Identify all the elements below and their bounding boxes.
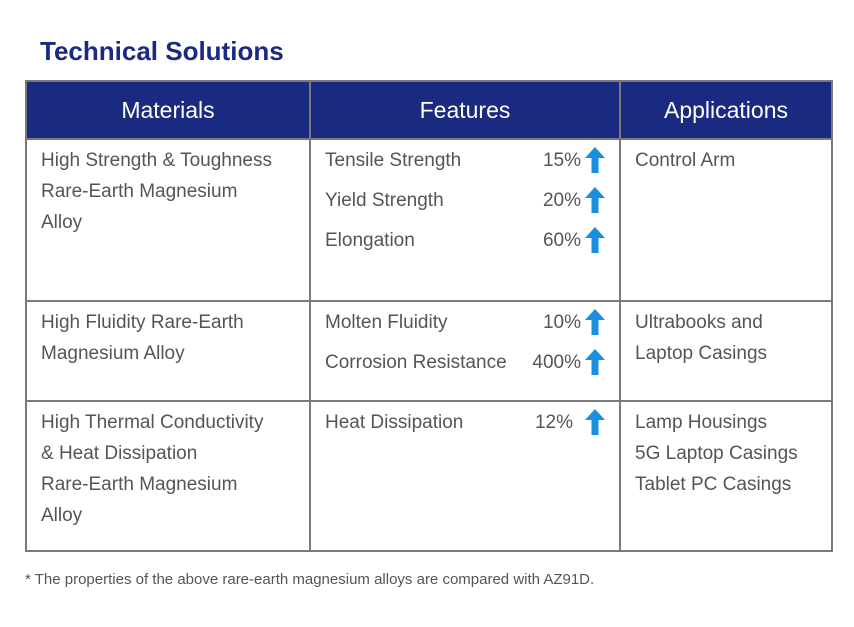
feature-value: 400% xyxy=(532,351,581,373)
technical-solutions-table: Materials Features Applications High Str… xyxy=(25,80,833,552)
arrow-up-icon xyxy=(581,307,609,337)
feature-item: Molten Fluidity 10% xyxy=(325,302,609,342)
table-row: High Thermal Conductivity & Heat Dissipa… xyxy=(25,400,833,552)
applications-cell: Control Arm xyxy=(619,138,833,302)
feature-value: 12% xyxy=(534,411,573,433)
application-line: Tablet PC Casings xyxy=(635,474,792,495)
feature-value: 20% xyxy=(542,189,581,211)
material-line: & Heat Dissipation xyxy=(41,443,198,464)
feature-name: Heat Dissipation xyxy=(325,411,464,433)
application-line: Control Arm xyxy=(635,150,736,171)
applications-cell: Ultrabooks and Laptop Casings xyxy=(619,300,833,402)
material-line: High Strength & Toughness xyxy=(41,150,272,171)
feature-item: Elongation 60% xyxy=(325,220,609,260)
arrow-up-icon xyxy=(581,225,609,255)
features-cell: Molten Fluidity 10% Corrosion Resistance… xyxy=(309,300,621,402)
table-row: High Fluidity Rare-Earth Magnesium Alloy… xyxy=(25,300,833,402)
applications-cell: Lamp Housings 5G Laptop Casings Tablet P… xyxy=(619,400,833,552)
arrow-up-icon xyxy=(581,347,609,377)
table-row: High Strength & Toughness Rare-Earth Mag… xyxy=(25,138,833,302)
application-line: 5G Laptop Casings xyxy=(635,443,798,464)
feature-value: 10% xyxy=(542,311,581,333)
feature-item: Heat Dissipation 12% xyxy=(325,402,609,442)
arrow-up-icon xyxy=(581,185,609,215)
material-line: Rare-Earth Magnesium xyxy=(41,181,238,202)
feature-item: Corrosion Resistance 400% xyxy=(325,342,609,382)
material-line: Alloy xyxy=(41,505,83,526)
application-line: Lamp Housings xyxy=(635,412,768,433)
feature-value: 60% xyxy=(542,229,581,251)
material-cell: High Strength & Toughness Rare-Earth Mag… xyxy=(25,138,311,302)
feature-name: Molten Fluidity xyxy=(325,311,448,333)
features-cell: Heat Dissipation 12% xyxy=(309,400,621,552)
material-line: Alloy xyxy=(41,212,83,233)
table-header-row: Materials Features Applications xyxy=(25,80,833,140)
application-line: Laptop Casings xyxy=(635,343,768,364)
material-line: Rare-Earth Magnesium xyxy=(41,474,238,495)
material-line: High Thermal Conductivity xyxy=(41,412,264,433)
feature-name: Corrosion Resistance xyxy=(325,351,507,373)
application-line: Ultrabooks and xyxy=(635,312,763,333)
features-cell: Tensile Strength 15% Yield Strength 20% … xyxy=(309,138,621,302)
arrow-up-icon xyxy=(581,407,609,437)
page-title: Technical Solutions xyxy=(40,36,284,66)
feature-name: Tensile Strength xyxy=(325,149,462,171)
material-cell: High Thermal Conductivity & Heat Dissipa… xyxy=(25,400,311,552)
feature-name: Elongation xyxy=(325,229,415,251)
footnote: * The properties of the above rare-earth… xyxy=(25,571,595,588)
material-line: High Fluidity Rare-Earth xyxy=(41,312,244,333)
feature-name: Yield Strength xyxy=(325,189,444,211)
header-features: Features xyxy=(309,80,621,140)
header-materials: Materials xyxy=(25,80,311,140)
feature-value: 15% xyxy=(542,149,581,171)
arrow-up-icon xyxy=(581,145,609,175)
feature-item: Tensile Strength 15% xyxy=(325,140,609,180)
feature-item: Yield Strength 20% xyxy=(325,180,609,220)
header-applications: Applications xyxy=(619,80,833,140)
material-line: Magnesium Alloy xyxy=(41,343,185,364)
material-cell: High Fluidity Rare-Earth Magnesium Alloy xyxy=(25,300,311,402)
